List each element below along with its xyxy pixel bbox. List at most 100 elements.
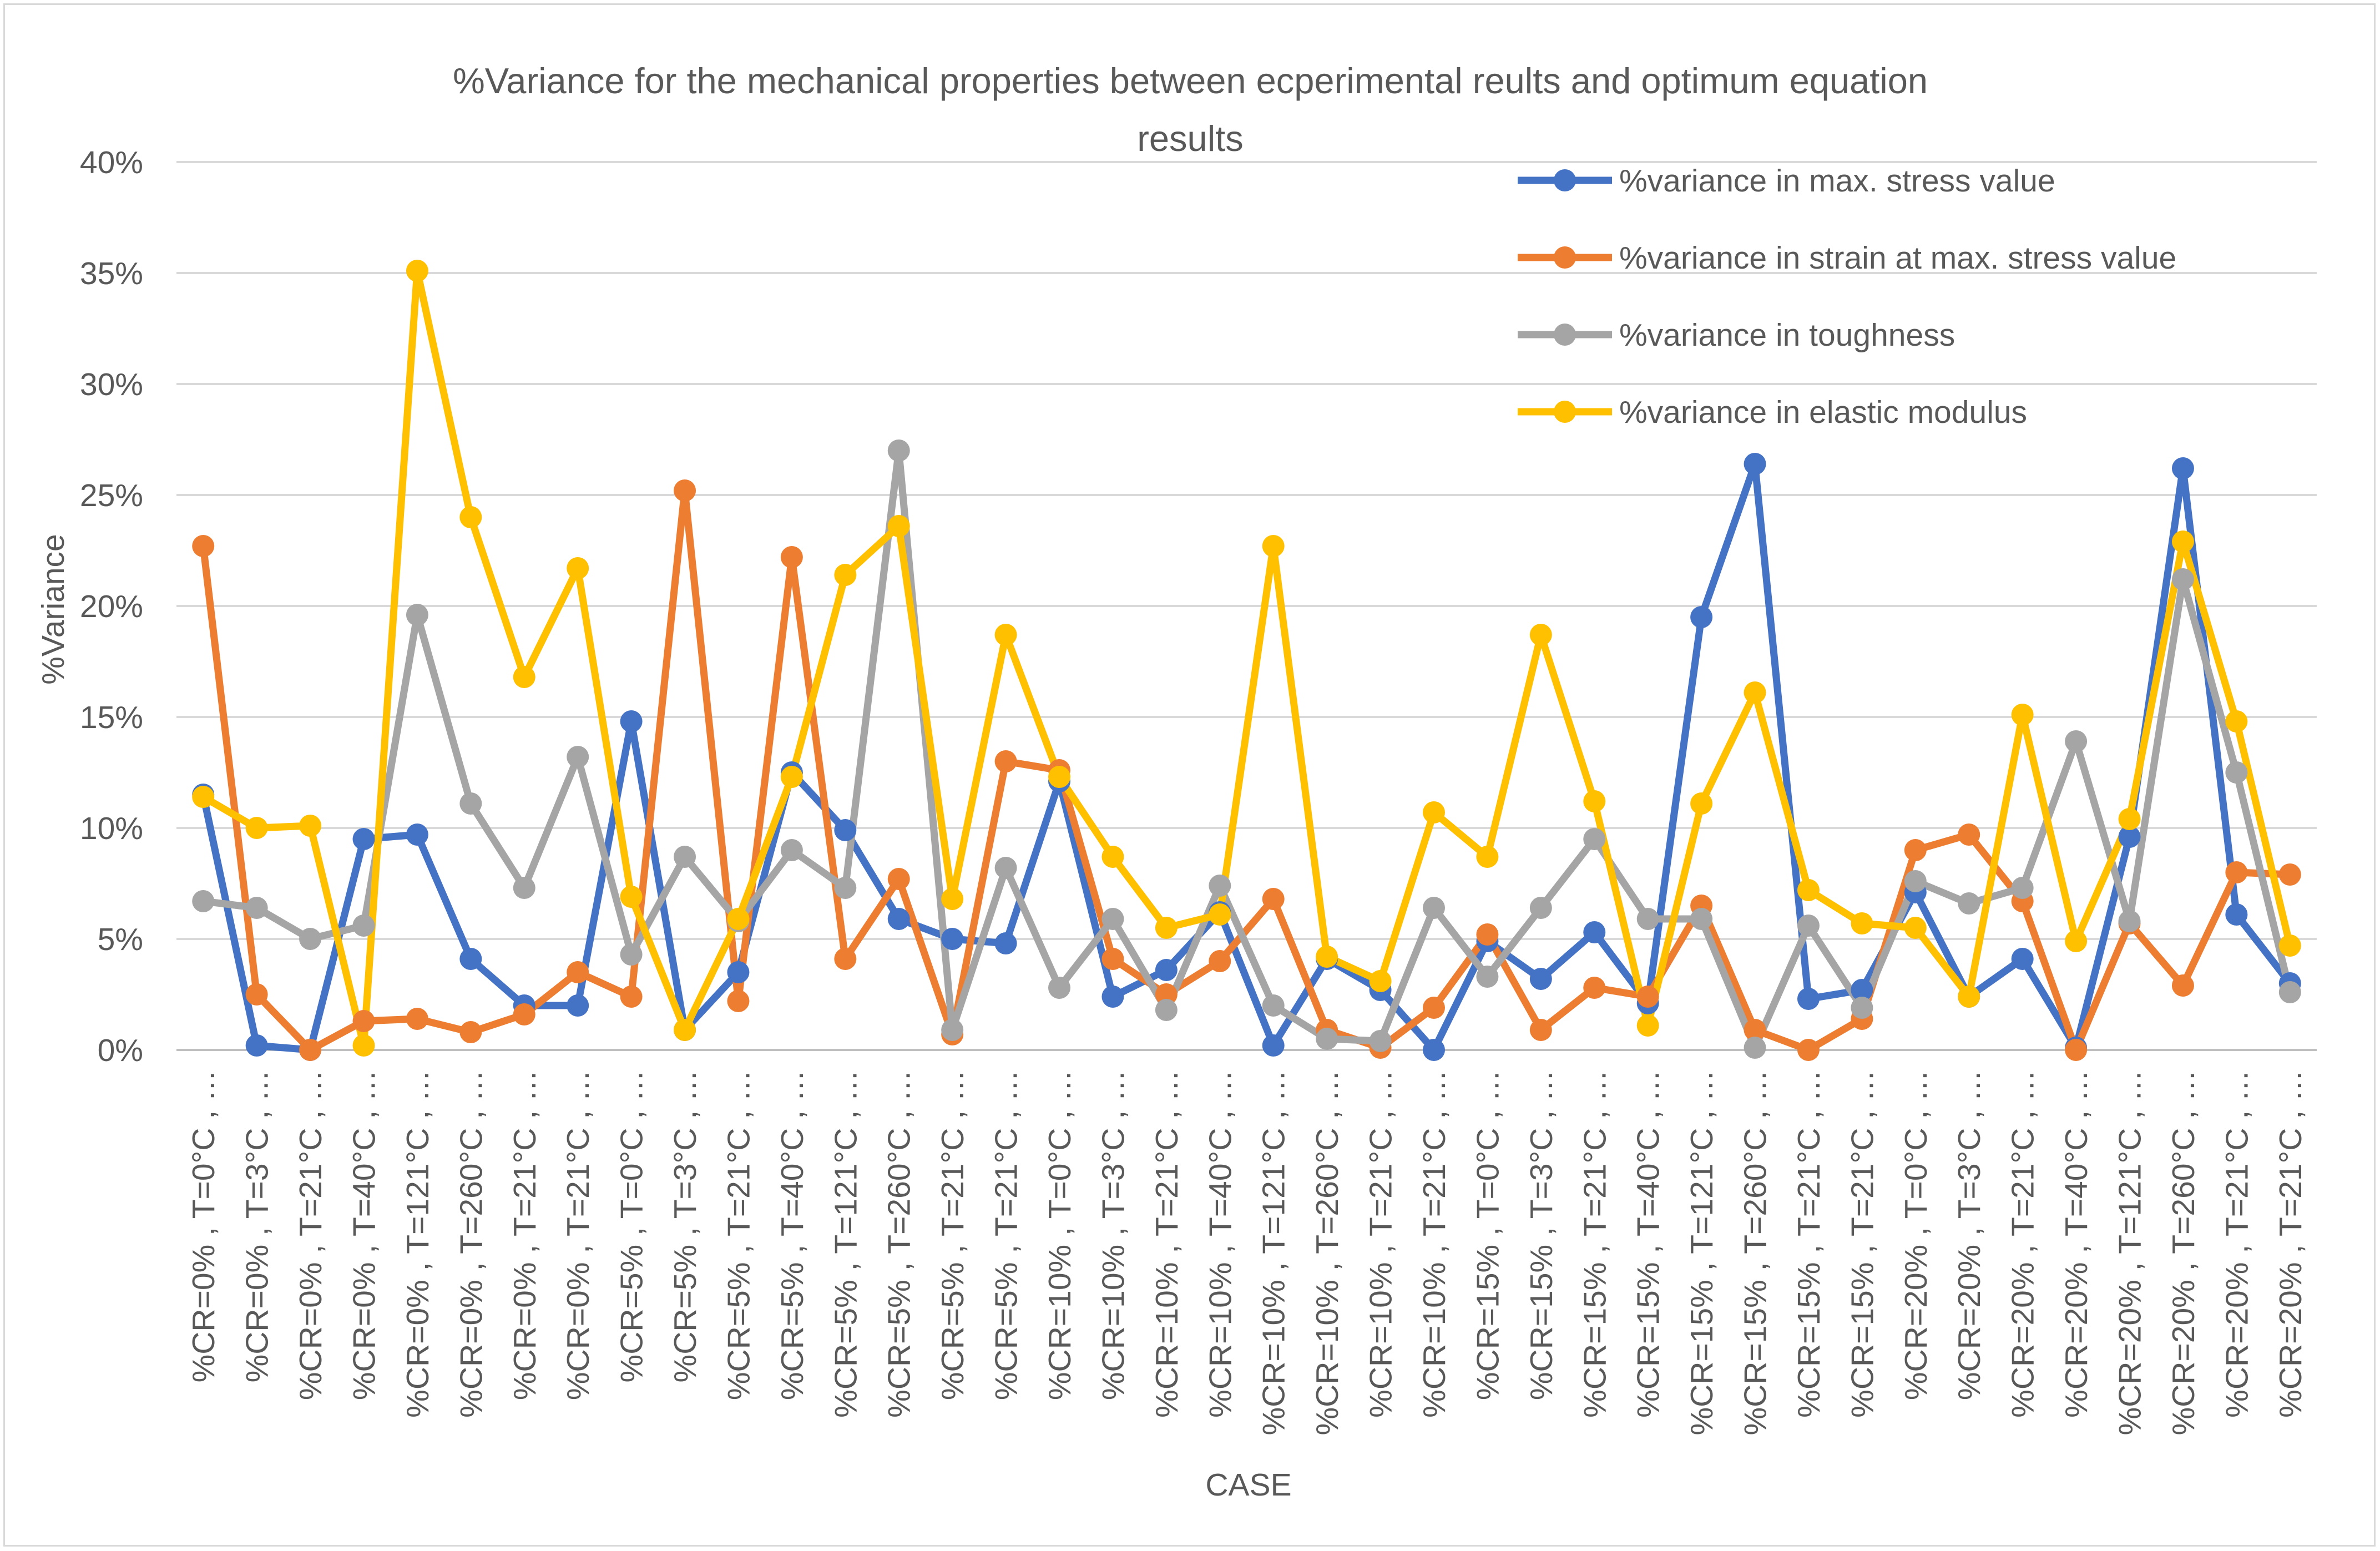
x-axis-ticks: %CR=0% , T=0°C , … %CR=0% , T=3°C , … %CR=… [186,1070,2308,1436]
data-point [1797,988,1820,1010]
data-point [1744,1019,1766,1041]
y-tick-label: 40% [80,145,143,180]
data-point [1422,1039,1445,1061]
x-tick-label: %CR=0% , T=40°C , … [346,1070,382,1400]
series-line-4 [199,267,2294,1049]
data-point [245,817,268,839]
legend-label: %variance in elastic modulus [1619,395,2027,430]
data-point [1529,968,1552,990]
legend-swatch-marker [1554,324,1576,346]
x-tick-label: %CR=15% , T=3°C , … [1524,1070,1559,1400]
data-point [834,877,857,899]
data-point [674,479,696,502]
data-point [2118,910,2141,932]
data-point [674,846,696,868]
data-point [994,932,1017,954]
data-point [459,506,482,528]
x-tick-label: %CR=5% , T=40°C , … [775,1070,810,1400]
x-tick-label: %CR=20% , T=3°C , … [1952,1070,1987,1400]
data-point [2225,903,2248,926]
data-point [567,961,589,983]
data-point [299,1039,322,1061]
series-line-2 [199,487,2294,1054]
data-point [2011,877,2034,899]
x-tick-label: %CR=10% , T=21°C , … [1149,1070,1185,1418]
x-tick-label: %CR=15% , T=21°C , … [1791,1070,1827,1418]
data-point [2278,863,2301,886]
data-point [1262,888,1285,910]
data-point [994,624,1017,646]
legend-swatch-marker [1554,401,1576,423]
x-tick-label: %CR=10% , T=260°C , … [1310,1070,1345,1436]
data-point [1904,917,1927,939]
data-point [620,886,643,908]
y-tick-label: 35% [80,256,143,291]
data-point [1155,999,1178,1021]
data-point [1369,1030,1392,1052]
data-point [2278,981,2301,1003]
data-point [299,928,322,950]
x-tick-label: %CR=15% , T=21°C , … [1845,1070,1880,1418]
data-point [2171,531,2194,553]
data-point [1851,912,1873,934]
data-point [513,666,535,688]
data-point [1744,681,1766,704]
x-tick-label: %CR=10% , T=21°C , … [1363,1070,1399,1418]
x-tick-label: %CR=20% , T=21°C , … [2219,1070,2255,1418]
data-point [352,1010,375,1032]
x-tick-label: %CR=5% , T=260°C , … [882,1070,917,1418]
x-tick-label: %CR=15% , T=0°C , … [1470,1070,1505,1400]
data-point [887,515,910,537]
chart-frame [3,3,2376,1547]
x-tick-label: %CR=0% , T=121°C , … [400,1070,436,1418]
data-point [1155,917,1178,939]
data-point [727,908,750,930]
x-tick-label: %CR=20% , T=21°C , … [2273,1070,2308,1418]
x-tick-label: %CR=10% , T=40°C , … [1202,1070,1238,1418]
data-point [1209,950,1231,972]
data-point [1744,1037,1766,1059]
data-point [1101,948,1124,970]
data-point [1636,986,1659,1008]
data-point [780,839,803,861]
data-point [1529,1019,1552,1041]
y-tick-label: 15% [80,700,143,735]
data-point [941,1019,964,1041]
data-point [1529,897,1552,919]
x-tick-label: %CR=15% , T=260°C , … [1738,1070,1773,1436]
data-point [406,824,428,846]
x-tick-label: %CR=0% , T=0°C , … [186,1070,221,1382]
data-point [245,897,268,919]
data-point [1690,606,1713,628]
legend-label: %variance in max. stress value [1619,163,2055,199]
series-points [192,260,2301,1061]
x-tick-label: %CR=5% , T=0°C , … [614,1070,650,1382]
data-point [2065,730,2088,752]
data-point [406,1008,428,1030]
data-point [2065,930,2088,952]
data-point [1316,1028,1338,1050]
x-tick-label: %CR=20% , T=260°C , … [2166,1070,2201,1436]
chart-title-line-2: results [1137,118,1243,159]
legend-swatch-marker [1554,246,1576,269]
data-point [245,1034,268,1057]
series-line-1 [199,460,2294,1054]
x-tick-label: %CR=0% , T=21°C , … [293,1070,329,1400]
data-point [513,877,535,899]
data-point [994,750,1017,772]
data-point [1797,915,1820,937]
data-point [1262,1034,1285,1057]
x-tick-label: %CR=5% , T=21°C , … [721,1070,756,1400]
data-point [406,604,428,626]
data-point [1101,908,1124,930]
data-point [620,986,643,1008]
data-point [1583,977,1606,999]
data-point [1422,997,1445,1019]
data-point [2225,761,2248,784]
legend: %variance in max. stress value %variance … [1518,163,2176,430]
data-point [1904,870,1927,892]
data-point [1690,908,1713,930]
data-point [674,1019,696,1041]
data-point [1155,983,1178,1006]
x-tick-label: %CR=10% , T=121°C , … [1256,1070,1292,1436]
